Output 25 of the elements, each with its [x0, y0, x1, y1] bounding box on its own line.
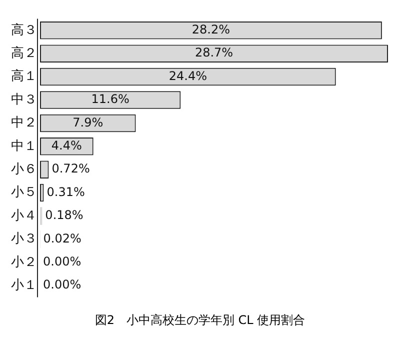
data-label: 4.4%	[51, 138, 82, 153]
y-tick-label: 小３	[11, 232, 37, 247]
y-tick-label: 小５	[11, 185, 37, 200]
y-tick-label: 高２	[11, 44, 37, 61]
data-label: 0.72%	[52, 162, 90, 176]
y-tick-label: 高１	[11, 68, 37, 84]
y-tick-label: 小１	[11, 278, 37, 293]
data-label: 11.6%	[91, 92, 130, 106]
y-tick-label: 小２	[11, 254, 37, 270]
data-label: 0.18%	[45, 208, 84, 222]
data-label: 7.9%	[72, 115, 104, 130]
text: 図2 小中高校生の学年別 CL 使用割合	[94, 312, 306, 329]
data-label: 0.31%	[46, 184, 85, 199]
y-tick-label: 小６	[11, 162, 37, 177]
data-label: 24.4%	[168, 68, 207, 83]
y-tick-label: 高３	[11, 22, 37, 38]
y-tick-label: 小４	[11, 208, 37, 224]
data-label: 28.7%	[194, 46, 234, 60]
data-label: 0.00%	[43, 278, 82, 292]
y-tick-label: 中２	[11, 116, 37, 131]
y-tick-label: 中３	[11, 92, 37, 108]
data-label: 28.2%	[192, 22, 230, 37]
y-tick-label: 中１	[11, 138, 37, 154]
data-label: 0.02%	[43, 231, 82, 246]
data-label: 0.00%	[43, 254, 82, 269]
